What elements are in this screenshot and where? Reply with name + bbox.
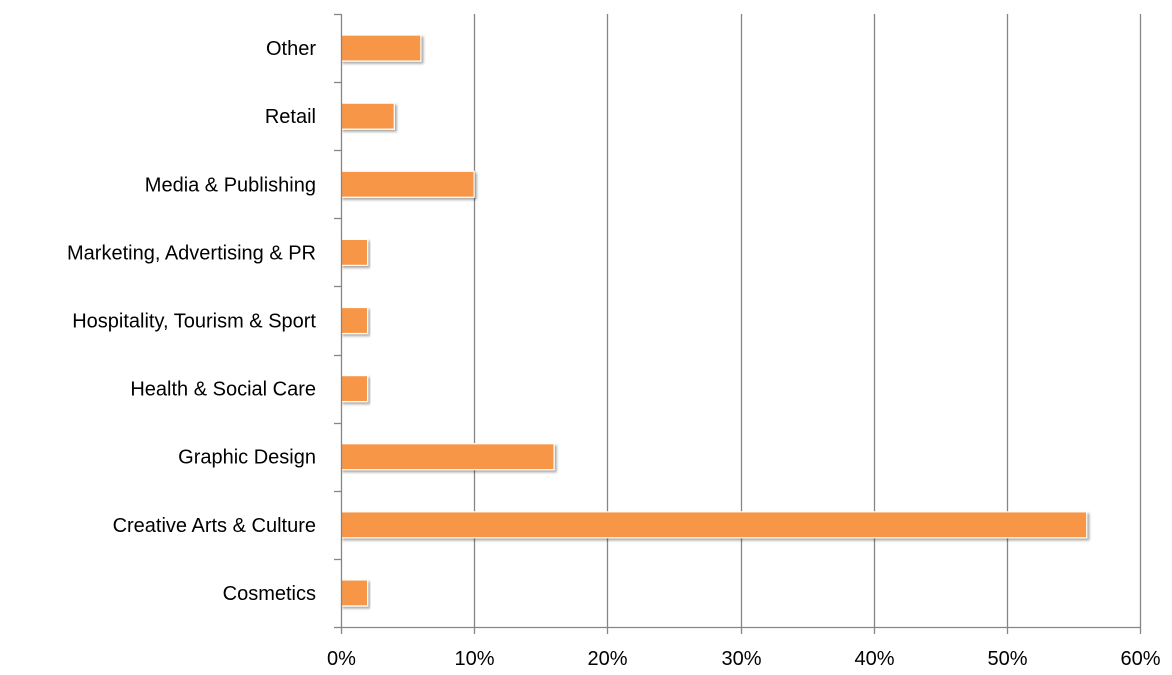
x-tick-label: 60% xyxy=(1120,648,1160,670)
bar xyxy=(340,170,475,198)
bar xyxy=(340,34,422,62)
x-tick-label: 10% xyxy=(454,648,494,670)
y-category-label: Cosmetics xyxy=(223,583,316,605)
bar xyxy=(340,102,395,130)
y-category-label: Graphic Design xyxy=(178,447,316,469)
bars xyxy=(340,34,1088,607)
bar xyxy=(340,375,369,403)
y-category-label: Creative Arts & Culture xyxy=(113,515,316,537)
y-category-label: Health & Social Care xyxy=(130,379,316,401)
y-category-label: Hospitality, Tourism & Sport xyxy=(72,311,316,333)
y-category-label: Marketing, Advertising & PR xyxy=(67,242,316,264)
y-category-label: Retail xyxy=(265,106,316,128)
x-tick-label: 50% xyxy=(987,648,1027,670)
y-category-label: Media & Publishing xyxy=(145,174,316,196)
axes xyxy=(334,13,1142,634)
bar xyxy=(340,306,369,335)
labels: 0% 10% 20% 30% 40% 50% 60% Other Retail Media & P… xyxy=(67,38,1161,670)
y-category-label: Other xyxy=(266,38,316,60)
x-tick-label: 40% xyxy=(854,648,894,670)
bar xyxy=(340,238,369,266)
x-tick-label: 20% xyxy=(587,648,627,670)
x-tick-label: 30% xyxy=(721,648,761,670)
bar xyxy=(340,443,555,471)
bar xyxy=(340,511,1088,539)
bar xyxy=(340,579,369,607)
x-tick-label: 0% xyxy=(327,648,356,670)
